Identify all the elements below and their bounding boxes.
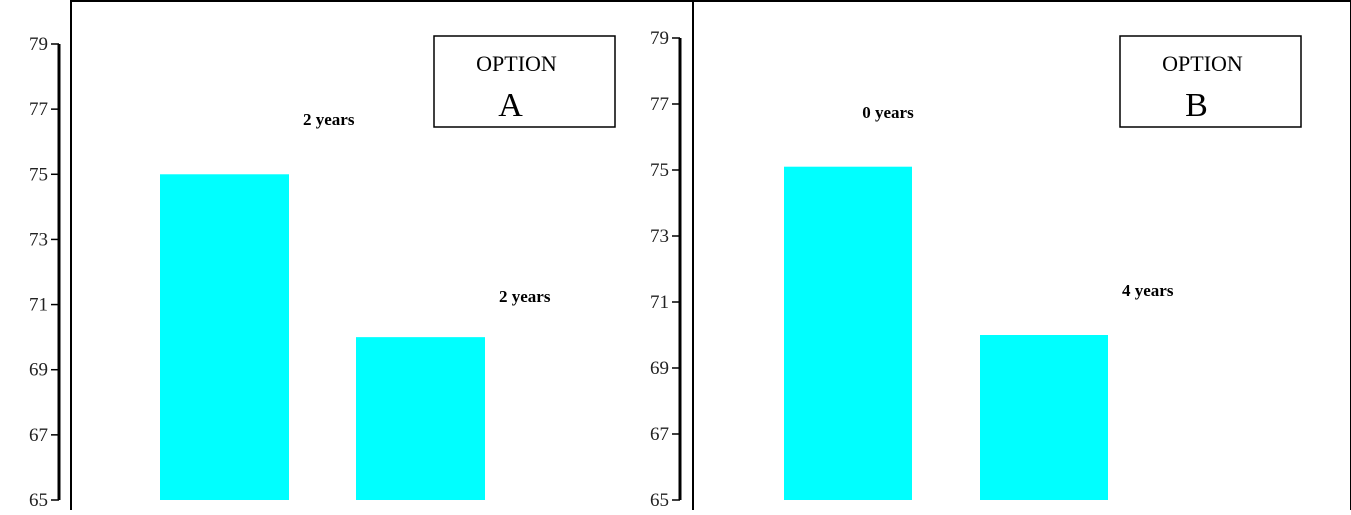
- option-word-a: OPTION: [476, 51, 557, 76]
- y-tick-label-a-77: 77: [29, 99, 48, 120]
- y-tick-label-b-73: 73: [650, 226, 669, 247]
- bar-a-1-base: [160, 174, 289, 501]
- option-box-a: [433, 35, 616, 128]
- y-tick-label-a-75: 75: [29, 164, 48, 185]
- y-tick-label-b-69: 69: [650, 358, 669, 379]
- option-letter-a: A: [498, 87, 523, 124]
- y-tick-label-b-67: 67: [650, 424, 669, 445]
- segment-label-b-1: 0 years: [862, 103, 914, 122]
- y-tick-label-a-67: 67: [29, 425, 48, 446]
- panel-frame-b: [692, 0, 1351, 515]
- bar-b-2-base: [980, 335, 1108, 500]
- segment-label-a-1: 2 years: [303, 110, 355, 129]
- bar-a-2-base: [356, 337, 485, 500]
- segment-label-b-2: 4 years: [1122, 281, 1174, 300]
- y-tick-label-a-69: 69: [29, 360, 48, 381]
- y-tick-label-b-75: 75: [650, 160, 669, 181]
- y-tick-label-b-65: 65: [650, 490, 669, 510]
- option-word-b: OPTION: [1162, 51, 1243, 76]
- segment-label-a-2: 2 years: [499, 287, 551, 306]
- bar-b-1-base: [784, 166, 912, 500]
- y-tick-label-a-73: 73: [29, 229, 48, 250]
- y-tick-label-a-79: 79: [29, 34, 48, 55]
- y-tick-label-a-65: 65: [29, 490, 48, 510]
- y-tick-label-b-71: 71: [650, 292, 669, 313]
- option-letter-b: B: [1185, 87, 1208, 124]
- y-tick-label-a-71: 71: [29, 295, 48, 316]
- y-tick-label-b-77: 77: [650, 94, 669, 115]
- y-tick-label-b-79: 79: [650, 28, 669, 49]
- option-box-b: [1119, 35, 1302, 128]
